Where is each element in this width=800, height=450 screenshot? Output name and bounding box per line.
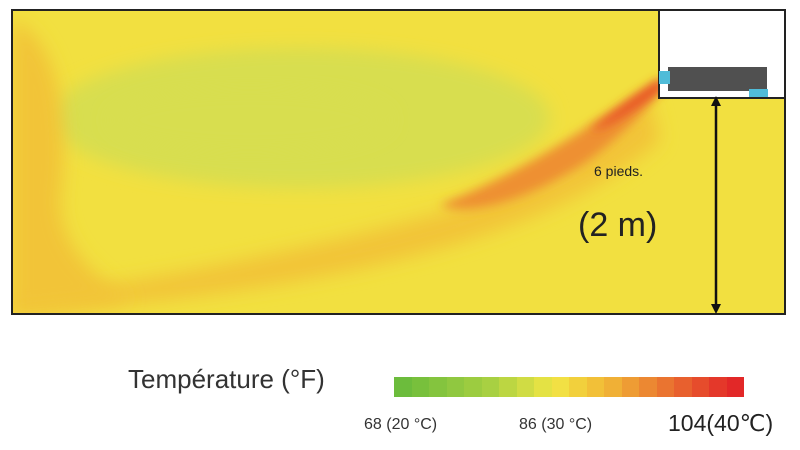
- scale-swatch: [639, 377, 657, 397]
- scale-swatch: [429, 377, 447, 397]
- legend-tick-mid: 86 (30 °C): [519, 416, 593, 433]
- scale-swatch: [516, 377, 534, 397]
- scale-swatch: [499, 377, 517, 397]
- legend-tick-high: 104(40℃): [668, 410, 774, 436]
- scale-swatch: [411, 377, 429, 397]
- scale-swatch: [534, 377, 552, 397]
- legend-title: Température (°F): [128, 364, 325, 394]
- scale-swatch: [656, 377, 674, 397]
- hot-air-plume: [440, 80, 662, 210]
- room-outline: [11, 9, 786, 315]
- height-arrow: [711, 96, 721, 314]
- scale-swatch: [586, 377, 604, 397]
- temperature-field: [12, 10, 785, 314]
- scale-swatch: [691, 377, 709, 397]
- scale-swatch: [621, 377, 639, 397]
- distance-meters-label: (2 m): [578, 206, 658, 244]
- ceiling-unit-body: [668, 67, 767, 91]
- hottest-jet: [590, 78, 664, 130]
- scale-swatch: [464, 377, 482, 397]
- scale-swatch: [481, 377, 499, 397]
- scale-swatch: [394, 377, 412, 397]
- unit-vent-right: [749, 89, 768, 97]
- cool-core: [110, 88, 390, 152]
- scale-swatch: [674, 377, 692, 397]
- scale-swatch: [569, 377, 587, 397]
- warm-left-wall: [12, 20, 130, 314]
- distance-feet-label: 6 pieds.: [594, 163, 644, 179]
- scale-swatch: [551, 377, 569, 397]
- legend-tick-low: 68 (20 °C): [364, 416, 438, 433]
- scale-swatch: [446, 377, 464, 397]
- airflow-temperature-diagram: [11, 9, 786, 315]
- scale-swatch: [709, 377, 727, 397]
- scale-swatch: [726, 377, 744, 397]
- scale-swatch: [604, 377, 622, 397]
- unit-vent-left: [659, 71, 670, 84]
- temperature-color-scale: [394, 377, 744, 397]
